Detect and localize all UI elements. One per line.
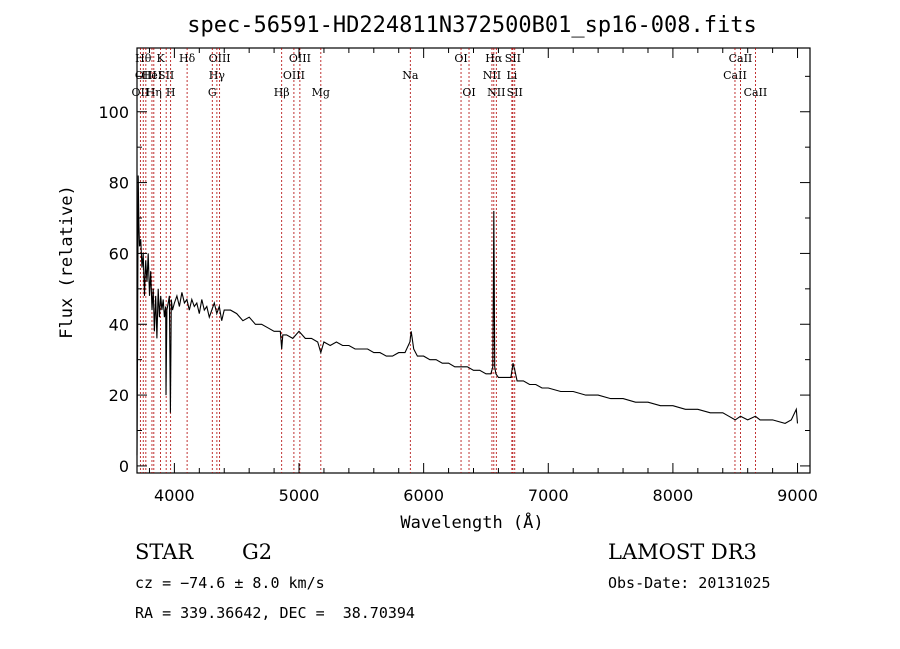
redshift-velocity: cz = −74.6 ± 8.0 km/s [135, 574, 325, 592]
x-tick-label: 7000 [528, 486, 569, 505]
line-marker-label: OIII [283, 69, 305, 82]
plot-frame [136, 47, 811, 474]
line-marker-label: Hβ [274, 86, 290, 99]
x-tick-label: 4000 [154, 486, 195, 505]
line-marker-label: OIII [135, 69, 157, 82]
line-marker-label: NII [483, 69, 501, 82]
y-axis-ticks: 0 20 40 60 80 100 [98, 75, 810, 476]
x-axis-label: Wavelength (Å) [400, 511, 543, 533]
line-marker-label: OI [454, 52, 467, 65]
x-tick-label: 9000 [777, 486, 818, 505]
spectral-subclass: G2 [242, 540, 273, 564]
x-axis-ticks: 4000 5000 6000 7000 8000 9000 [148, 48, 818, 505]
y-tick-label: 100 [98, 103, 129, 122]
line-marker-label: OI [462, 86, 475, 99]
line-marker-label: Hη [146, 86, 162, 99]
line-marker-label: H [166, 86, 176, 99]
line-marker-label: K [156, 52, 165, 65]
spectrum-line [136, 175, 799, 456]
y-axis-label: Flux (relative) [57, 185, 77, 339]
line-marker-label: CaII [729, 52, 753, 65]
y-tick-label: 40 [109, 315, 129, 334]
sky-coordinates: RA = 339.36642, DEC = 38.70394 [135, 604, 415, 622]
emission-line-markers [139, 48, 756, 473]
line-marker-label: Hγ [209, 69, 226, 82]
line-marker-label: Hα [485, 52, 503, 65]
line-marker-label: Hθ [135, 52, 152, 65]
line-marker-label: G [208, 86, 217, 99]
line-marker-label: OIII [209, 52, 231, 65]
line-marker-label: CaII [723, 69, 747, 82]
survey-name: LAMOST DR3 [608, 540, 757, 564]
line-marker-label: SII [505, 52, 521, 65]
line-marker-label: Hδ [179, 52, 196, 65]
emission-line-labels: OIIHθOIIIHeIHηKSIIHHδGHγOIIIHβOIIIOIIIMg… [132, 52, 768, 99]
line-marker-label: OII [132, 86, 150, 99]
line-marker-label: HeI [142, 69, 162, 82]
line-marker-label: Li [506, 69, 517, 82]
y-tick-label: 80 [109, 174, 129, 193]
x-tick-label: 5000 [279, 486, 320, 505]
x-tick-label: 6000 [403, 486, 444, 505]
observation-date: Obs-Date: 20131025 [608, 574, 771, 592]
x-tick-label: 8000 [653, 486, 694, 505]
line-marker-label: OIII [289, 52, 311, 65]
line-marker-label: CaII [744, 86, 768, 99]
y-tick-label: 0 [119, 457, 129, 476]
y-tick-label: 20 [109, 386, 129, 405]
chart-title: spec-56591-HD224811N372500B01_sp16-008.f… [187, 13, 757, 38]
object-class: STAR [135, 540, 194, 564]
line-marker-label: NII [487, 86, 505, 99]
y-tick-label: 60 [109, 244, 129, 263]
line-marker-label: Mg [312, 86, 330, 99]
line-marker-label: SII [507, 86, 523, 99]
line-marker-label: SII [158, 69, 174, 82]
line-marker-label: Na [402, 69, 419, 82]
